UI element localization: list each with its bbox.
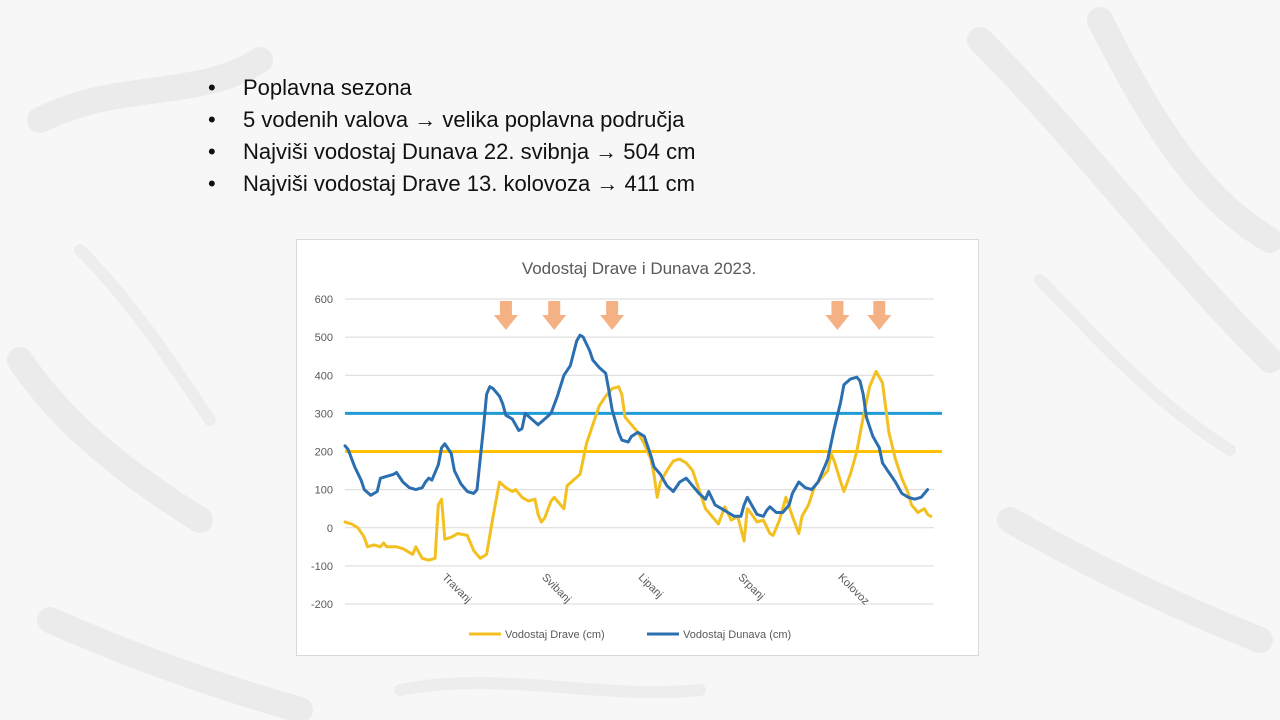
series-line — [343, 333, 930, 518]
bullet-item: • Najviši vodostaj Drave 13. kolovoza → 4… — [208, 168, 695, 200]
y-tick-label: 400 — [315, 370, 333, 382]
chart-title: Vodostaj Drave i Dunava 2023. — [522, 259, 756, 278]
peak-arrow-icon — [825, 301, 850, 330]
y-tick-label: -200 — [311, 599, 333, 611]
x-tick-label: Srpanj — [736, 572, 767, 603]
peak-arrow-icon — [542, 301, 567, 330]
y-tick-label: 0 — [327, 523, 333, 535]
bullet-item: • Najviši vodostaj Dunava 22. svibnja → 5… — [208, 136, 695, 168]
bullet-item: • 5 vodenih valova → velika poplavna podr… — [208, 104, 695, 136]
series-line — [343, 369, 933, 562]
x-tick-label: Kolovoz — [835, 572, 871, 608]
bullet-item: • Poplavna sezona — [208, 72, 695, 104]
water-level-chart: Vodostaj Drave i Dunava 2023. -200 -100 0 1… — [296, 239, 979, 656]
legend-label: Vodostaj Dunava (cm) — [683, 629, 791, 641]
peak-arrow-icon — [493, 301, 518, 330]
y-tick-label: 200 — [315, 447, 333, 459]
y-tick-label: 100 — [315, 485, 333, 497]
bullet-dot: • — [208, 75, 216, 100]
bullet-text: 5 vodenih valova → velika poplavna podru… — [243, 107, 685, 132]
peak-arrow-icon — [867, 301, 892, 330]
x-tick-label: Travanj — [439, 572, 473, 606]
y-tick-label: 500 — [315, 332, 333, 344]
y-tick-label: 300 — [315, 408, 333, 420]
bullet-dot: • — [208, 171, 216, 196]
bullet-text: Najviši vodostaj Drave 13. kolovoza → 41… — [243, 171, 696, 196]
y-tick-label: 600 — [315, 294, 333, 306]
x-tick-label: Lipanj — [636, 572, 665, 601]
legend-label: Vodostaj Drave (cm) — [505, 629, 605, 641]
bullet-text: Poplavna sezona — [243, 75, 412, 100]
chart-svg: Vodostaj Drave i Dunava 2023. -200 -100 0 1… — [311, 259, 942, 641]
bullet-text: Najviši vodostaj Dunava 22. svibnja → 50… — [243, 139, 696, 164]
x-tick-label: Svibanj — [539, 572, 573, 606]
peak-arrow-icon — [600, 301, 625, 330]
bullet-list: • Poplavna sezona • 5 vodenih valova → vel… — [208, 72, 695, 200]
bullet-dot: • — [208, 107, 216, 132]
y-tick-label: -100 — [311, 561, 333, 573]
bullet-dot: • — [208, 139, 216, 164]
